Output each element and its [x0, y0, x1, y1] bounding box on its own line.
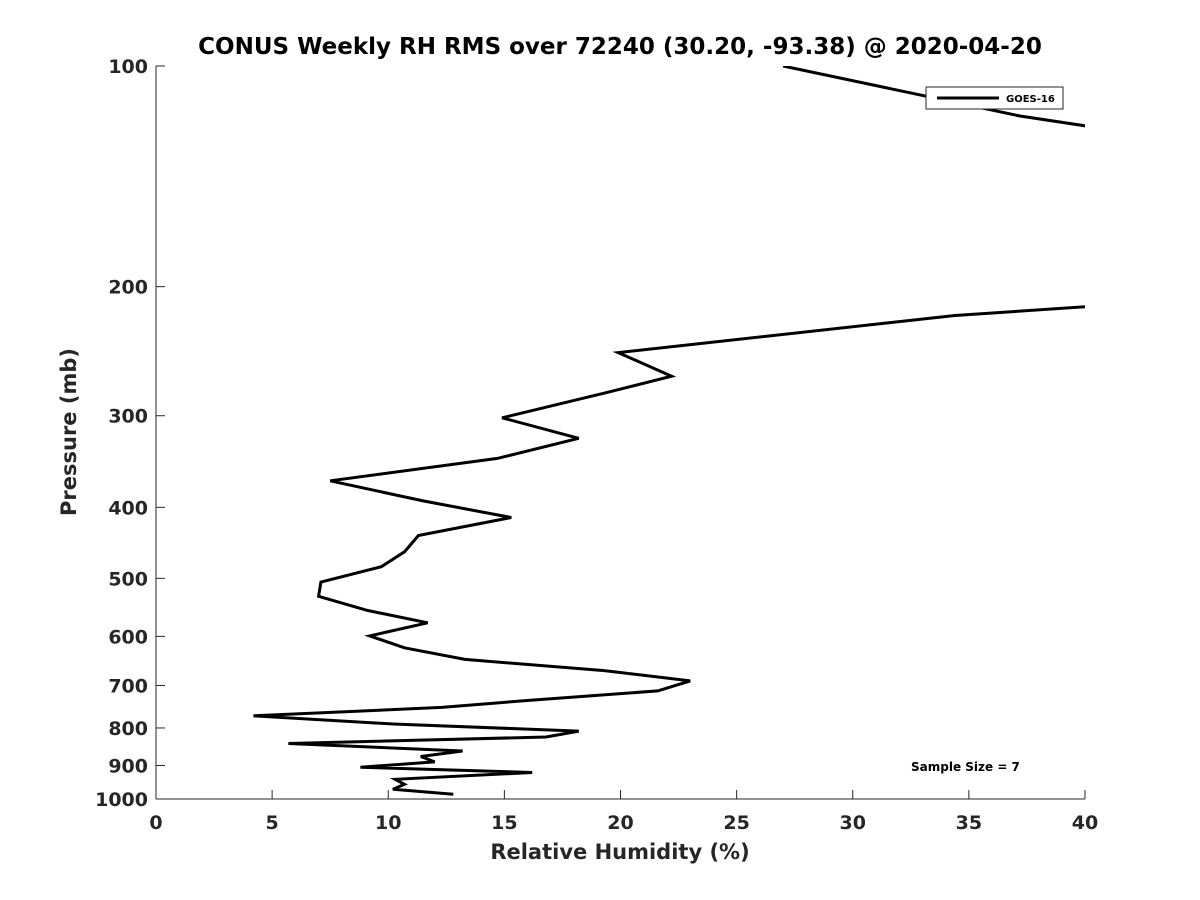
y-tick-label: 700 [108, 675, 148, 697]
x-tick-label: 10 [375, 812, 401, 834]
y-axis-label: Pressure (mb) [57, 348, 81, 516]
series-layer [253, 66, 1085, 796]
x-tick-label: 15 [491, 812, 517, 834]
y-ticks: 100 200 300 400 500 600 700 800 900 1000 [95, 56, 165, 811]
x-ticks: 0 5 10 15 20 25 30 35 40 [149, 790, 1098, 834]
legend: GOES-16 [925, 86, 1064, 110]
y-tick-label: 1000 [95, 789, 148, 811]
chart-title: CONUS Weekly RH RMS over 72240 (30.20, -… [198, 34, 1042, 60]
x-tick-label: 20 [607, 812, 633, 834]
x-tick-label: 40 [1072, 812, 1098, 834]
x-tick-label: 0 [149, 812, 162, 834]
y-tick-label: 500 [108, 568, 148, 590]
y-tick-label: 400 [108, 497, 148, 519]
plot-area [156, 66, 1085, 799]
y-tick-label: 100 [108, 56, 148, 78]
y-tick-label: 600 [108, 626, 148, 648]
x-tick-label: 5 [266, 812, 279, 834]
series-line-goes-16 [253, 66, 1085, 796]
sample-size-annotation: Sample Size = 7 [911, 760, 1020, 774]
x-tick-label: 30 [840, 812, 866, 834]
y-tick-label: 800 [108, 718, 148, 740]
x-axis-label: Relative Humidity (%) [490, 840, 749, 864]
y-tick-label: 300 [108, 406, 148, 428]
y-tick-label: 200 [108, 277, 148, 299]
legend-label-goes-16: GOES-16 [1006, 94, 1055, 105]
y-tick-label: 900 [108, 755, 148, 777]
x-tick-label: 35 [956, 812, 982, 834]
x-tick-label: 25 [723, 812, 749, 834]
